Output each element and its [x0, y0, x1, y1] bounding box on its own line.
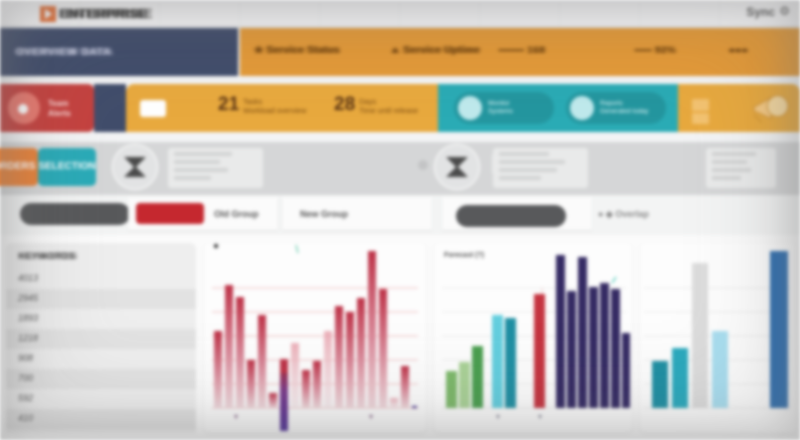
svg-text:Forecast (?): Forecast (?)	[444, 252, 484, 259]
